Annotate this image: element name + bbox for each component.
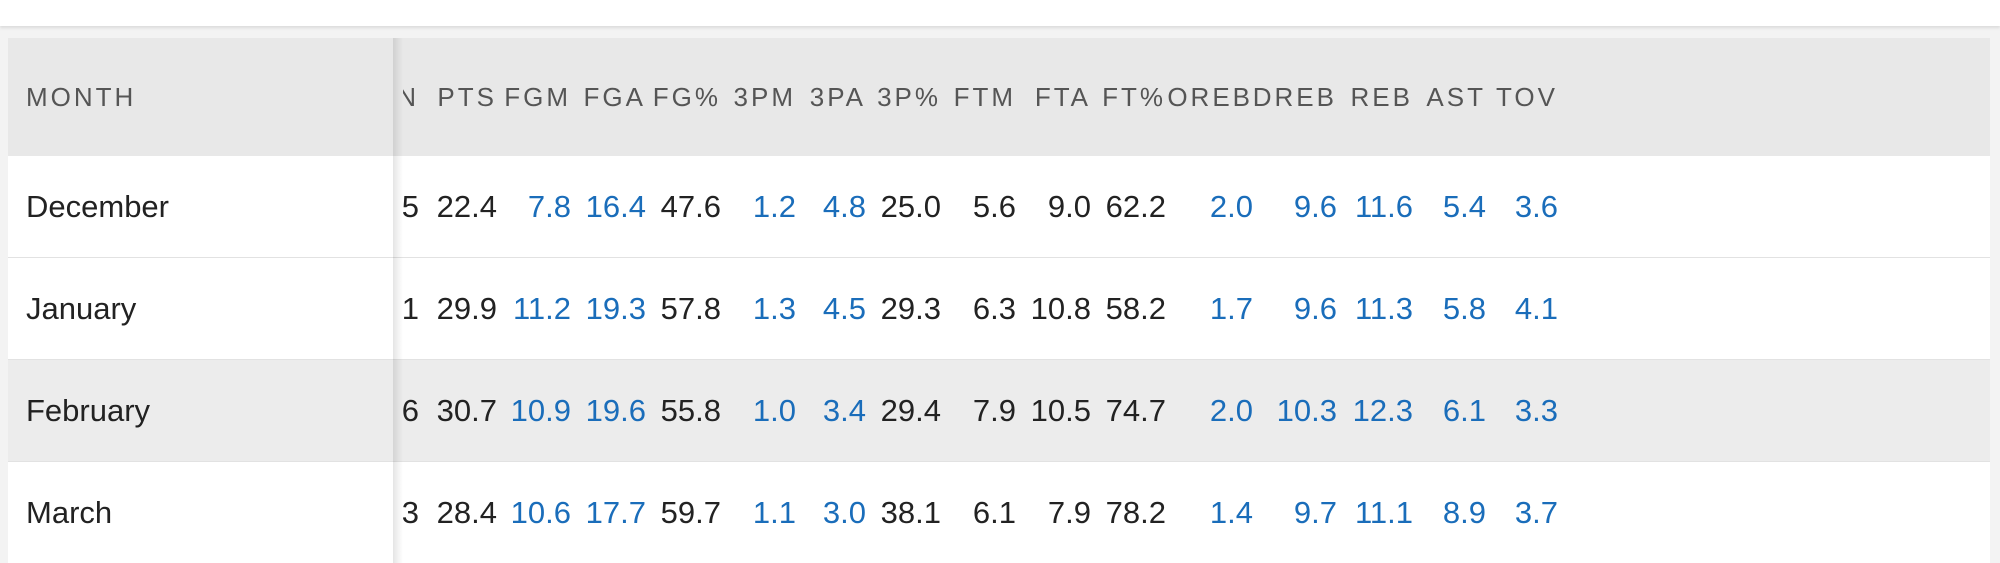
cell-pts: 28.4 [436, 495, 497, 530]
cell-fgm[interactable]: 7.8 [527, 189, 571, 224]
sticky-column-shadow [393, 38, 403, 563]
cell-reb[interactable]: 11.3 [1354, 291, 1413, 326]
cell-tpp: 38.1 [880, 495, 941, 530]
cell-ast[interactable]: 6.1 [1442, 393, 1486, 428]
column-header-ftp[interactable]: FT% [1102, 82, 1166, 112]
column-header-dreb[interactable]: DREB [1252, 82, 1337, 112]
stats-table: GPMINPTSFGMFGAFG%3PM3PA3P%FTMFTAFT%OREBD… [8, 38, 1990, 563]
month-cell: January [8, 258, 393, 359]
column-header-fta[interactable]: FTA [1034, 82, 1091, 112]
cell-reb[interactable]: 11.6 [1354, 189, 1413, 224]
cell-fta: 7.9 [1047, 495, 1091, 530]
cell-ftm: 7.9 [972, 393, 1016, 428]
cell-pts: 30.7 [436, 393, 497, 428]
top-bar [0, 0, 2000, 26]
column-header-fgp[interactable]: FG% [652, 82, 721, 112]
cell-tpm[interactable]: 1.3 [752, 291, 796, 326]
column-header-tpp[interactable]: 3P% [877, 82, 941, 112]
column-header-tpm[interactable]: 3PM [733, 82, 796, 112]
cell-ftp: 58.2 [1105, 291, 1166, 326]
cell-fta: 10.5 [1030, 393, 1091, 428]
cell-reb[interactable]: 12.3 [1352, 393, 1413, 428]
column-header-ast[interactable]: AST [1426, 82, 1486, 112]
scrollable-stat-columns[interactable]: GPMINPTSFGMFGAFG%3PM3PA3P%FTMFTAFT%OREBD… [403, 38, 1990, 563]
cell-ftp: 62.2 [1105, 189, 1166, 224]
cell-dreb[interactable]: 9.6 [1293, 291, 1337, 326]
cell-dreb[interactable]: 9.6 [1293, 189, 1337, 224]
cell-tpa[interactable]: 3.4 [822, 393, 866, 428]
cell-ftp: 74.7 [1105, 393, 1166, 428]
cell-dreb[interactable]: 9.7 [1293, 495, 1337, 530]
cell-fgp: 57.8 [660, 291, 721, 326]
cell-tpm[interactable]: 1.1 [752, 495, 796, 530]
month-label: January [26, 291, 137, 326]
cell-fga[interactable]: 16.4 [585, 189, 646, 224]
cell-fga[interactable]: 19.6 [585, 393, 646, 428]
cell-tpa[interactable]: 4.5 [822, 291, 866, 326]
cell-pts: 22.4 [436, 189, 497, 224]
column-header-fgm[interactable]: FGM [504, 82, 571, 112]
cell-tov[interactable]: 4.1 [1514, 291, 1558, 326]
cell-tpa[interactable]: 4.8 [822, 189, 866, 224]
cell-fgp: 55.8 [660, 393, 721, 428]
column-header-tpa[interactable]: 3PA [809, 82, 866, 112]
cell-min: 31.5 [403, 189, 419, 224]
month-label: February [26, 393, 151, 428]
cell-tpp: 29.4 [880, 393, 941, 428]
column-header-ftm[interactable]: FTM [953, 82, 1016, 112]
cell-tpa[interactable]: 3.0 [822, 495, 866, 530]
cell-fgp: 47.6 [660, 189, 721, 224]
cell-fta: 9.0 [1047, 189, 1091, 224]
cell-dreb[interactable]: 10.3 [1276, 393, 1337, 428]
cell-fga[interactable]: 19.3 [585, 291, 646, 326]
cell-tpp: 29.3 [880, 291, 941, 326]
cell-fga[interactable]: 17.7 [585, 495, 646, 530]
cell-reb[interactable]: 11.1 [1354, 495, 1413, 530]
column-header-reb[interactable]: REB [1350, 82, 1413, 112]
cell-oreb[interactable]: 1.4 [1209, 495, 1253, 530]
cell-ast[interactable]: 5.4 [1442, 189, 1486, 224]
cell-pts: 29.9 [436, 291, 497, 326]
cell-oreb[interactable]: 1.7 [1209, 291, 1253, 326]
month-label: March [26, 495, 113, 530]
cell-tov[interactable]: 3.3 [1514, 393, 1558, 428]
cell-tov[interactable]: 3.6 [1514, 189, 1558, 224]
cell-fta: 10.8 [1030, 291, 1091, 326]
cell-min: 34.1 [403, 291, 419, 326]
column-header-fga[interactable]: FGA [583, 82, 646, 112]
cell-tov[interactable]: 3.7 [1514, 495, 1558, 530]
cell-ast[interactable]: 8.9 [1442, 495, 1486, 530]
cell-oreb[interactable]: 2.0 [1209, 189, 1253, 224]
cell-min: 35.3 [403, 495, 419, 530]
cell-tpp: 25.0 [880, 189, 941, 224]
month-cell: February [8, 360, 393, 461]
column-header-min[interactable]: MIN [403, 82, 419, 112]
cell-fgm[interactable]: 10.9 [510, 393, 571, 428]
cell-ftm: 5.6 [972, 189, 1016, 224]
cell-ftm: 6.3 [972, 291, 1016, 326]
column-header-pts[interactable]: PTS [437, 82, 497, 112]
cell-fgm[interactable]: 10.6 [510, 495, 571, 530]
column-header-month[interactable]: MONTH [8, 38, 393, 156]
cell-fgm[interactable]: 11.2 [512, 291, 571, 326]
month-label: December [26, 189, 169, 224]
cell-ast[interactable]: 5.8 [1442, 291, 1486, 326]
cell-fgp: 59.7 [660, 495, 721, 530]
cell-ftp: 78.2 [1105, 495, 1166, 530]
cell-ftm: 6.1 [972, 495, 1016, 530]
cell-tpm[interactable]: 1.2 [752, 189, 796, 224]
column-header-tov[interactable]: TOV [1496, 82, 1558, 112]
month-cell: March [8, 462, 393, 563]
cell-oreb[interactable]: 2.0 [1209, 393, 1253, 428]
month-cell: December [8, 156, 393, 257]
column-header-oreb[interactable]: OREB [1167, 82, 1253, 112]
cell-tpm[interactable]: 1.0 [752, 393, 796, 428]
cell-min: 34.6 [403, 393, 419, 428]
